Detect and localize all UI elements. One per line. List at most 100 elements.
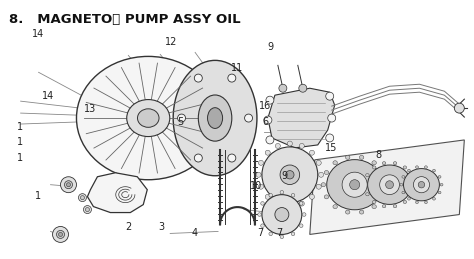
Ellipse shape — [310, 194, 314, 199]
Ellipse shape — [400, 183, 403, 186]
Ellipse shape — [359, 155, 364, 159]
Text: 2: 2 — [125, 222, 131, 232]
Ellipse shape — [299, 201, 304, 206]
Ellipse shape — [286, 171, 294, 179]
Text: 1: 1 — [36, 191, 42, 202]
Ellipse shape — [266, 96, 274, 104]
Ellipse shape — [342, 172, 367, 197]
Ellipse shape — [280, 165, 300, 184]
Text: 1: 1 — [17, 137, 23, 147]
Ellipse shape — [291, 232, 295, 236]
Ellipse shape — [256, 172, 261, 177]
Ellipse shape — [383, 162, 386, 165]
Ellipse shape — [265, 150, 270, 155]
Ellipse shape — [269, 193, 273, 197]
Ellipse shape — [264, 116, 272, 124]
Ellipse shape — [380, 175, 400, 195]
Ellipse shape — [416, 166, 419, 168]
Ellipse shape — [66, 183, 71, 187]
Ellipse shape — [365, 174, 369, 177]
Ellipse shape — [333, 161, 337, 165]
Ellipse shape — [258, 184, 264, 189]
Ellipse shape — [333, 205, 337, 209]
Ellipse shape — [287, 203, 292, 208]
Ellipse shape — [383, 183, 388, 187]
Ellipse shape — [178, 114, 185, 122]
Ellipse shape — [280, 190, 283, 194]
Text: 1: 1 — [17, 153, 23, 163]
Text: 8.   MAGNETO、 PUMP ASSY OIL: 8. MAGNETO、 PUMP ASSY OIL — [9, 13, 240, 26]
Ellipse shape — [280, 235, 283, 239]
Ellipse shape — [228, 74, 236, 82]
Ellipse shape — [402, 176, 405, 178]
Ellipse shape — [81, 196, 84, 200]
Ellipse shape — [350, 180, 360, 190]
Ellipse shape — [76, 56, 220, 180]
Text: 4: 4 — [191, 228, 198, 238]
Ellipse shape — [412, 183, 416, 186]
Ellipse shape — [326, 92, 334, 100]
Ellipse shape — [302, 213, 306, 216]
Text: 13: 13 — [84, 104, 97, 114]
Ellipse shape — [85, 207, 90, 212]
Ellipse shape — [393, 205, 397, 208]
Ellipse shape — [402, 191, 405, 194]
Ellipse shape — [53, 226, 69, 242]
Polygon shape — [87, 173, 147, 213]
Ellipse shape — [58, 232, 63, 236]
Ellipse shape — [261, 202, 264, 205]
Ellipse shape — [346, 155, 350, 159]
Ellipse shape — [228, 154, 236, 162]
Ellipse shape — [324, 195, 328, 199]
Ellipse shape — [383, 205, 386, 208]
Text: 9: 9 — [281, 171, 287, 181]
Ellipse shape — [326, 134, 334, 142]
Ellipse shape — [137, 109, 159, 127]
Ellipse shape — [291, 193, 295, 197]
Text: 5: 5 — [177, 117, 183, 127]
Ellipse shape — [410, 193, 413, 196]
Text: 15: 15 — [325, 142, 337, 153]
Text: 8: 8 — [376, 150, 382, 160]
Ellipse shape — [287, 141, 292, 146]
Ellipse shape — [262, 195, 302, 234]
Ellipse shape — [440, 183, 443, 186]
Ellipse shape — [194, 74, 202, 82]
Ellipse shape — [79, 194, 86, 202]
Text: 16: 16 — [259, 101, 272, 111]
Ellipse shape — [275, 143, 281, 148]
Ellipse shape — [275, 207, 289, 221]
Ellipse shape — [416, 201, 419, 204]
Ellipse shape — [373, 166, 376, 169]
Text: 6: 6 — [262, 117, 268, 127]
Text: 12: 12 — [164, 37, 177, 47]
Text: 14: 14 — [32, 29, 45, 39]
Ellipse shape — [316, 160, 321, 165]
Ellipse shape — [316, 184, 321, 189]
Text: 1: 1 — [17, 122, 23, 132]
Ellipse shape — [300, 202, 303, 205]
Text: 3: 3 — [158, 222, 164, 232]
Text: 7: 7 — [257, 228, 264, 238]
Ellipse shape — [368, 165, 411, 204]
Ellipse shape — [300, 224, 303, 227]
Ellipse shape — [262, 147, 318, 203]
Ellipse shape — [372, 161, 376, 165]
Ellipse shape — [56, 231, 64, 239]
Text: 10: 10 — [250, 181, 262, 191]
Ellipse shape — [328, 114, 336, 122]
Ellipse shape — [310, 150, 314, 155]
Ellipse shape — [413, 177, 429, 193]
Ellipse shape — [438, 176, 441, 178]
Ellipse shape — [386, 181, 393, 189]
Ellipse shape — [433, 198, 436, 200]
Ellipse shape — [403, 166, 407, 169]
Ellipse shape — [275, 201, 281, 206]
Ellipse shape — [425, 201, 428, 204]
Ellipse shape — [425, 166, 428, 168]
Ellipse shape — [258, 213, 261, 216]
Ellipse shape — [363, 183, 367, 186]
Ellipse shape — [410, 174, 413, 177]
Ellipse shape — [346, 210, 350, 214]
Ellipse shape — [265, 194, 270, 199]
